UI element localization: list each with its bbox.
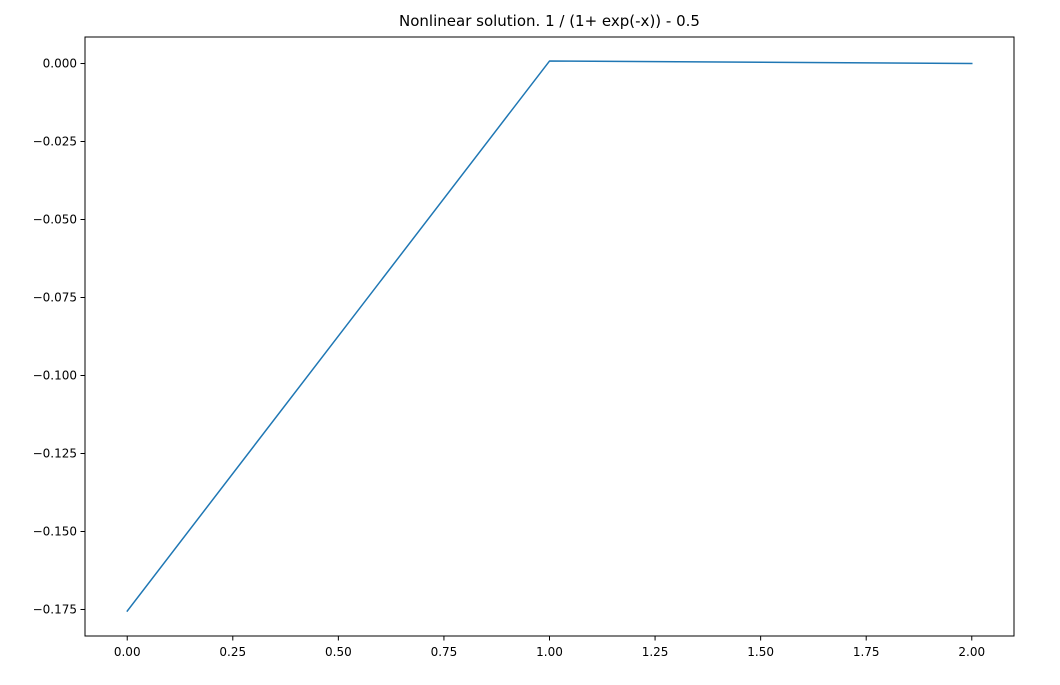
x-axis: 0.00 0.25 0.50 0.75 1.00 1.25 1.50 1.75 2.00: [114, 636, 985, 659]
x-tick-label: 0.50: [325, 645, 352, 659]
y-tick-label: −0.125: [33, 447, 77, 461]
y-tick-label: −0.025: [33, 135, 77, 149]
y-tick-label: 0.000: [43, 57, 77, 71]
x-tick-label: 0.25: [219, 645, 246, 659]
x-tick-label: 0.75: [431, 645, 458, 659]
x-tick-label: 1.25: [642, 645, 669, 659]
x-tick-label: 1.75: [853, 645, 880, 659]
y-tick-label: −0.075: [33, 291, 77, 305]
y-tick-label: −0.050: [33, 213, 77, 227]
series-line-0: [126, 60, 973, 613]
x-tick-label: 0.00: [114, 645, 141, 659]
y-axis: 0.000 −0.025 −0.050 −0.075 −0.100 −0.125 −0.15…: [33, 57, 85, 617]
x-tick-label: 2.00: [958, 645, 985, 659]
x-tick-label: 1.00: [536, 645, 563, 659]
y-tick-label: −0.175: [33, 603, 77, 617]
y-tick-label: −0.150: [33, 525, 77, 539]
chart-title: Nonlinear solution. 1 / (1+ exp(-x)) - 0…: [399, 12, 700, 30]
x-tick-label: 1.50: [747, 645, 774, 659]
y-tick-label: −0.100: [33, 369, 77, 383]
